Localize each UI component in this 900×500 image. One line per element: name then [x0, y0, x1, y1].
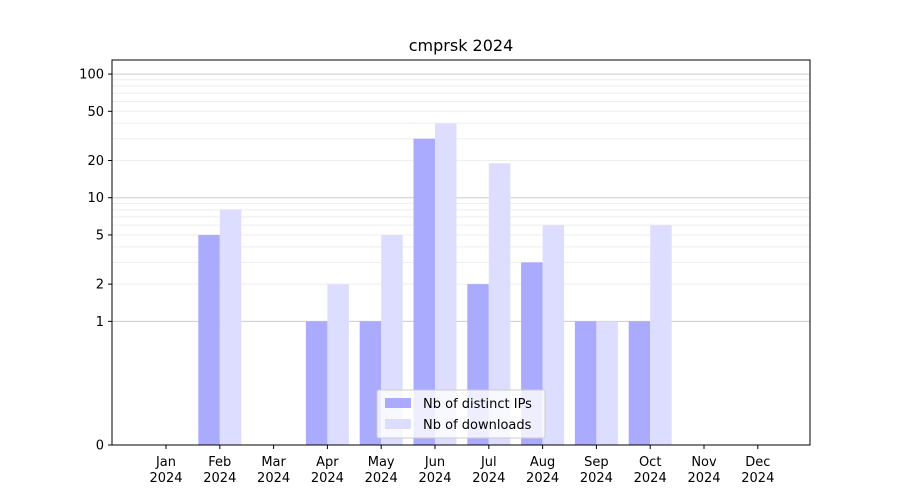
bar-downloads	[488, 163, 511, 445]
bar-downloads	[650, 225, 672, 445]
y-tick-label: 100	[79, 68, 104, 83]
bar-distinct-ips	[574, 321, 597, 445]
x-tick-label-month: Oct	[639, 455, 661, 470]
x-tick-label-month: Jun	[424, 455, 445, 470]
legend-swatch-downloads	[385, 419, 411, 429]
bar-distinct-ips	[413, 138, 435, 446]
x-tick-label-year: 2024	[634, 471, 667, 486]
legend-label-ips: Nb of distinct IPs	[423, 397, 532, 412]
x-tick-label-year: 2024	[257, 471, 290, 486]
y-tick-label: 5	[96, 228, 104, 243]
y-tick-label: 1	[96, 315, 104, 330]
x-tick-label-month: May	[368, 455, 395, 470]
bar-downloads	[542, 225, 565, 445]
y-tick-label: 10	[87, 191, 104, 206]
legend-swatch-ips	[385, 398, 411, 408]
x-tick-label-month: Sep	[584, 455, 609, 470]
bar-distinct-ips	[628, 321, 651, 445]
y-tick-label: 50	[87, 105, 104, 120]
x-tick-label-month: Jul	[480, 455, 497, 470]
x-tick-label-month: Mar	[261, 455, 286, 470]
bar-downloads	[219, 209, 242, 445]
bar-downloads	[327, 284, 349, 445]
x-tick-label-year: 2024	[311, 471, 344, 486]
legend: Nb of distinct IPs Nb of downloads	[376, 389, 546, 439]
x-tick-label-month: Dec	[745, 455, 770, 470]
bar-downloads	[435, 123, 457, 445]
bar-downloads	[596, 321, 618, 445]
chart-title: cmprsk 2024	[409, 36, 514, 55]
x-tick-label-month: Jan	[155, 455, 176, 470]
bar-distinct-ips	[359, 321, 382, 445]
x-tick-label-month: Apr	[316, 455, 339, 470]
x-axis: Jan2024Feb2024Mar2024Apr2024May2024Jun20…	[149, 445, 774, 486]
x-tick-label-year: 2024	[472, 471, 505, 486]
y-axis: 0 1 2 5 10 20 50 100	[79, 68, 112, 454]
y-tick-label: 0	[96, 439, 104, 454]
x-tick-label-month: Feb	[208, 455, 231, 470]
x-tick-label-year: 2024	[149, 471, 182, 486]
x-tick-label-month: Aug	[530, 455, 555, 470]
legend-box	[376, 389, 546, 439]
y-tick-label: 20	[87, 154, 104, 169]
x-tick-label-year: 2024	[418, 471, 451, 486]
x-tick-label-year: 2024	[580, 471, 613, 486]
y-tick-label: 2	[96, 278, 104, 293]
x-tick-label-year: 2024	[203, 471, 236, 486]
x-tick-label-year: 2024	[687, 471, 720, 486]
x-tick-label-month: Nov	[691, 455, 717, 470]
bar-distinct-ips	[198, 234, 220, 445]
x-tick-label-year: 2024	[741, 471, 774, 486]
bar-distinct-ips	[305, 321, 328, 445]
x-tick-label-year: 2024	[526, 471, 559, 486]
x-tick-label-year: 2024	[365, 471, 398, 486]
plot-frame	[111, 59, 811, 446]
legend-label-downloads: Nb of downloads	[423, 418, 532, 433]
